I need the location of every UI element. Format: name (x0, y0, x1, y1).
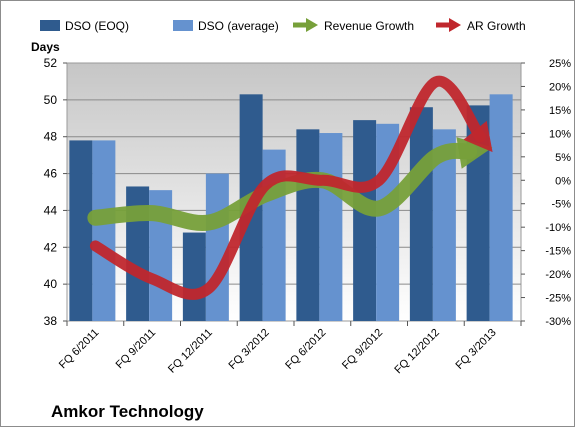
left-tick-label: 44 (44, 203, 58, 217)
right-tick-label: 0% (555, 175, 571, 187)
x-tick-label: FQ 6/2011 (57, 327, 102, 372)
x-tick-label: FQ 12/2012 (392, 327, 442, 377)
x-tick-label: FQ 9/2012 (340, 327, 385, 372)
left-tick-label: 52 (44, 56, 58, 70)
bar (432, 129, 456, 321)
bar (353, 120, 377, 321)
bar (489, 94, 513, 321)
legend-arrowhead (306, 18, 318, 32)
ar-growth-line (89, 75, 486, 300)
right-tick-label: -25% (545, 293, 571, 305)
growth-lines (87, 75, 493, 300)
legend-label: DSO (EOQ) (65, 19, 129, 33)
x-tick-label: FQ 3/2013 (454, 327, 499, 372)
right-tick-label: 10% (549, 128, 571, 140)
right-tick-label: 5% (555, 152, 571, 164)
left-tick-label: 48 (44, 130, 58, 144)
bar (205, 173, 229, 321)
right-tick-label: -30% (545, 316, 571, 328)
x-tick-label: FQ 12/2011 (166, 327, 215, 376)
left-tick-label: 42 (44, 240, 58, 254)
x-tick-label: FQ 3/2012 (227, 327, 272, 372)
x-tick-label: FQ 9/2011 (114, 327, 159, 372)
right-tick-label: -5% (551, 199, 571, 211)
ar-growth-arrowhead (463, 120, 493, 153)
right-tick-label: -10% (545, 222, 571, 234)
bar (409, 107, 433, 321)
right-tick-label: 25% (549, 58, 571, 70)
legend-label: Revenue Growth (324, 19, 414, 33)
left-tick-label: 46 (44, 167, 58, 181)
bar (319, 133, 343, 321)
left-tick-label: 40 (44, 277, 58, 291)
legend-swatch (173, 20, 193, 31)
bar (69, 140, 93, 321)
legend-label: AR Growth (467, 19, 526, 33)
chart-title: Amkor Technology (51, 402, 204, 421)
left-tick-label: 38 (44, 314, 58, 328)
left-tick-label: 50 (44, 93, 58, 107)
x-tick-label: FQ 6/2012 (283, 327, 328, 372)
right-tick-label: 15% (549, 105, 571, 117)
left-axis-title: Days (31, 40, 60, 54)
legend: DSO (EOQ) DSO (average) Revenue Growth AR G… (40, 18, 526, 33)
legend-label: DSO (average) (198, 19, 279, 33)
bar (296, 129, 320, 321)
bar (92, 140, 116, 321)
legend-arrowhead (449, 18, 461, 32)
bar (182, 232, 206, 321)
right-tick-label: -15% (545, 246, 571, 258)
legend-swatch (40, 20, 60, 31)
right-tick-label: 20% (549, 81, 571, 93)
right-tick-label: -20% (545, 269, 571, 281)
